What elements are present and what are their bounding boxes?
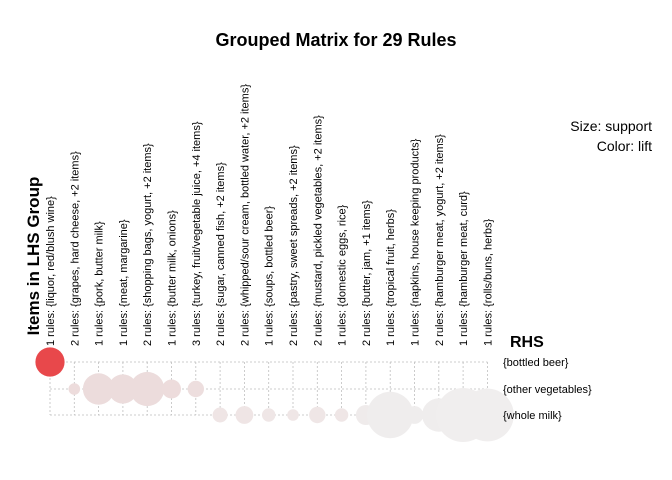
rule-point-7 [212, 407, 228, 423]
rhs-item-label: {whole milk} [503, 410, 562, 422]
size-legend-note: Size: support [570, 118, 652, 134]
lhs-group-label: 1 rules: {domestic eggs, rice} [337, 204, 349, 346]
rule-point-14 [367, 391, 414, 439]
lhs-group-label: 2 rules: {grapes, hard cheese, +2 items} [69, 151, 81, 346]
rhs-item-labels: {bottled beer} {other vegetables} {whole m… [503, 357, 592, 422]
color-legend-note: Color: lift [597, 138, 652, 154]
lhs-group-label: 1 rules: {butter milk, onions} [167, 210, 179, 346]
rule-point-9 [262, 408, 276, 422]
chart-title: Grouped Matrix for 29 Rules [215, 30, 456, 50]
lhs-group-label: 1 rules: {hamburger meat, curd} [458, 191, 470, 346]
lhs-group-label: 1 rules: {soups, bottled beer} [264, 206, 276, 346]
lhs-group-label: 2 rules: {hamburger meat, yogurt, +2 ite… [434, 134, 446, 346]
rhs-item-label: {other vegetables} [503, 384, 592, 396]
lhs-group-label: 2 rules: {sugar, canned fish, +2 items} [215, 162, 227, 346]
lhs-group-label: 2 rules: {whipped/sour cream, bottled wa… [239, 84, 251, 346]
lhs-group-label: 1 rules: {napkins, house keeping product… [410, 138, 422, 346]
rhs-axis-title: RHS [510, 334, 544, 351]
lhs-group-labels: 1 rules: {liquor, red/blush wine} 2 rules… [45, 84, 494, 346]
rule-point-1 [68, 383, 81, 395]
rule-point-18 [461, 388, 514, 442]
lhs-group-label: 3 rules: {turkey, fruit/vegetable juice,… [191, 121, 203, 346]
lhs-group-label: 1 rules: {liquor, red/blush wine} [45, 196, 57, 346]
rule-point-3 [108, 374, 138, 404]
rule-point-8 [235, 406, 254, 424]
y-axis-label: Items in LHS Group [24, 177, 43, 336]
rule-point-11 [309, 406, 326, 424]
lhs-group-label: 2 rules: {shopping bags, yogurt, +2 item… [142, 143, 154, 346]
rule-point-6 [187, 380, 204, 398]
rule-point-10 [287, 409, 299, 421]
lhs-group-label: 1 rules: {pork, butter milk} [94, 221, 106, 346]
lhs-group-label: 1 rules: {tropical fruit, herbs} [385, 209, 397, 346]
lhs-group-label: 2 rules: {mustard, pickled vegetables, +… [312, 115, 324, 346]
lhs-group-label: 1 rules: {meat, margarine} [118, 219, 130, 346]
lhs-group-label: 1 rules: {rolls/buns, herbs} [482, 218, 494, 346]
rule-point-5 [162, 379, 181, 399]
lhs-group-label: 2 rules: {butter, jam, +1 items} [361, 200, 373, 346]
rule-point-4 [130, 371, 165, 407]
rule-points [35, 347, 514, 442]
rule-point-2 [82, 373, 115, 405]
rule-point-12 [334, 408, 349, 422]
rule-point-0 [35, 347, 65, 377]
lhs-group-label: 2 rules: {pastry, sweet spreads, +2 item… [288, 145, 300, 346]
rhs-item-label: {bottled beer} [503, 357, 569, 369]
rule-point-15 [405, 406, 424, 424]
